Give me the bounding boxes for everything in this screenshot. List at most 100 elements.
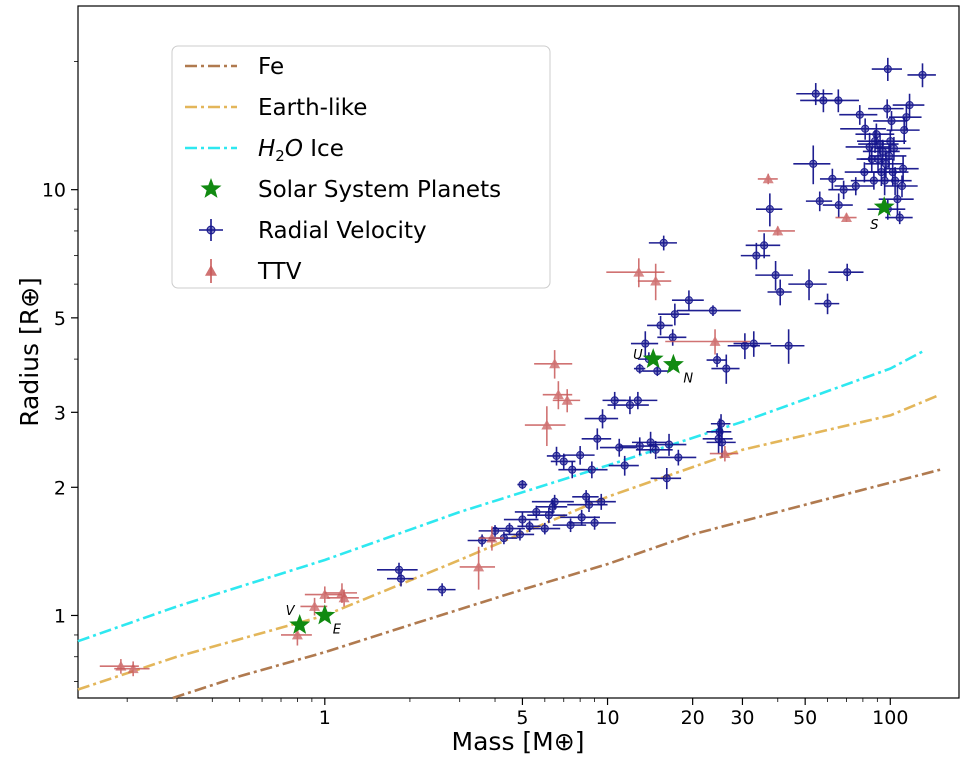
legend-label: TTV (257, 259, 302, 285)
y-tick-label: 1 (54, 605, 66, 627)
radial-velocity-point (740, 242, 771, 270)
x-axis: 1 5 10 20 30 50 100 (126, 698, 908, 729)
rv-marker (438, 585, 447, 594)
ttv-marker (541, 419, 553, 430)
x-tick-label: 50 (793, 707, 817, 729)
rv-marker (576, 451, 585, 460)
x-tick-label: 10 (595, 707, 619, 729)
radial-velocity-point (584, 409, 619, 429)
rv-marker (886, 137, 895, 146)
ttv-marker (291, 629, 303, 640)
radial-velocity-point (517, 480, 528, 490)
ttv-point (835, 212, 857, 222)
radial-velocity-point (788, 269, 827, 301)
rv-marker (839, 185, 848, 194)
rv-marker (855, 110, 864, 119)
data-series (99, 57, 936, 677)
x-tick-label: 5 (516, 707, 528, 729)
rv-marker (582, 492, 591, 501)
radial-velocity-point (871, 57, 902, 81)
rv-marker (641, 339, 650, 348)
ttv-marker (719, 448, 731, 458)
legend-entry-ttv: TTV (205, 259, 302, 285)
radial-velocity-point (819, 168, 844, 190)
ttv-point (606, 258, 665, 288)
rv-marker (771, 271, 780, 280)
legend-entry-earth-like: Earth-like (185, 95, 367, 121)
ttv-point (459, 546, 496, 590)
ttv-marker (309, 600, 321, 611)
x-tick-label: 30 (730, 707, 754, 729)
rv-marker (518, 480, 527, 489)
rv-marker (559, 457, 568, 466)
radial-velocity-point (642, 366, 671, 377)
ttv-point (327, 589, 359, 607)
radial-velocity-point (814, 293, 840, 315)
legend-label: Earth-like (258, 95, 367, 121)
y-tick-label: 3 (54, 402, 66, 424)
legend-star-swatch (200, 178, 222, 198)
radial-velocity-point (874, 136, 911, 161)
radial-velocity-point (608, 455, 639, 476)
ttv-point (304, 586, 342, 603)
rv-marker (664, 440, 674, 449)
x-tick-label: 20 (681, 707, 705, 729)
rv-marker (684, 296, 694, 305)
rv-marker (635, 364, 644, 373)
y-axis-title: Radius [R⊕] (15, 277, 44, 427)
radial-velocity-point (711, 354, 740, 384)
rv-marker (883, 104, 892, 113)
radial-velocity-point (733, 331, 772, 357)
planet-star-u (642, 348, 664, 368)
rv-marker (811, 89, 820, 98)
planet-star-e (314, 604, 336, 625)
legend-triangle-swatch (205, 265, 217, 276)
rv-marker (550, 497, 559, 506)
rv-marker (653, 366, 662, 376)
rv-marker (861, 124, 870, 133)
planet-label-s: S (870, 218, 878, 233)
rv-marker (587, 465, 596, 474)
radial-velocity-point (805, 191, 833, 212)
rv-marker (716, 419, 726, 428)
radial-velocity-point (676, 305, 741, 317)
radial-velocity-point (892, 93, 925, 118)
rv-marker (749, 339, 758, 348)
legend-label: Solar System Planets (258, 177, 501, 203)
x-tick-label: 100 (872, 707, 908, 729)
x-tick-label: 1 (319, 707, 331, 729)
radial-velocity-point (546, 446, 566, 466)
radial-velocity-point (614, 391, 658, 410)
radial-velocity-point (671, 290, 704, 311)
ttv-marker (473, 561, 485, 572)
radial-velocity-point (531, 494, 574, 509)
rv-marker (784, 341, 793, 350)
rv-marker (668, 333, 677, 342)
planet-label-e: E (333, 622, 342, 637)
radial-velocity-point (706, 428, 736, 458)
ttv-point (524, 406, 566, 447)
rv-marker (674, 453, 683, 462)
rv-marker (884, 151, 894, 161)
ttv-point (534, 350, 573, 379)
radial-velocity-point (875, 167, 912, 196)
radial-velocity-point (658, 303, 690, 326)
radial-velocity-point (873, 111, 908, 132)
ttv-series (99, 173, 857, 677)
ttv-marker (561, 394, 573, 405)
radial-velocity-point (657, 449, 697, 466)
rv-marker (834, 96, 843, 105)
ttv-point (478, 526, 504, 551)
radial-velocity-point (706, 353, 727, 368)
rv-marker (765, 205, 774, 214)
ttv-marker (319, 589, 331, 599)
rv-marker (540, 524, 549, 533)
radial-velocity-point (770, 329, 805, 364)
rv-marker (883, 64, 892, 74)
rv-marker (905, 100, 914, 110)
rv-marker (898, 164, 908, 173)
legend-label: Radial Velocity (258, 218, 427, 244)
ttv-marker (338, 592, 350, 603)
radial-velocity-point (527, 522, 561, 535)
rv-marker (776, 287, 785, 297)
